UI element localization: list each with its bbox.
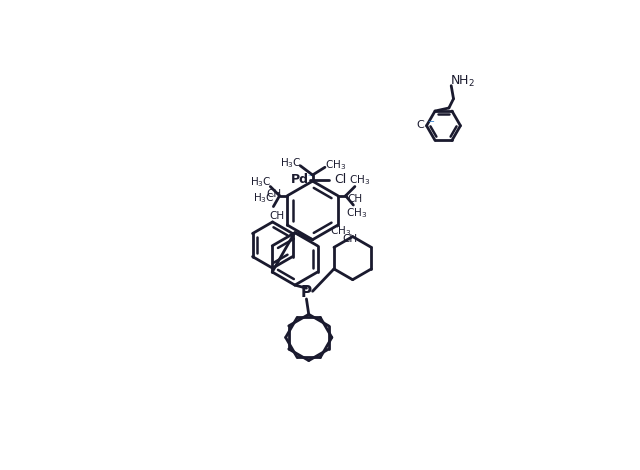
Text: CH$_3$: CH$_3$ bbox=[330, 224, 352, 238]
Text: H$_3$C: H$_3$C bbox=[280, 156, 302, 170]
Text: Pd: Pd bbox=[291, 173, 308, 186]
Text: CH: CH bbox=[343, 234, 358, 244]
Text: CH$_3$: CH$_3$ bbox=[325, 158, 346, 172]
Text: H$_3$C: H$_3$C bbox=[250, 175, 272, 189]
Text: −: − bbox=[428, 118, 435, 126]
Text: C: C bbox=[417, 120, 424, 130]
Text: NH$_2$: NH$_2$ bbox=[450, 74, 475, 89]
Text: ··: ·· bbox=[307, 173, 312, 179]
Text: CH: CH bbox=[266, 189, 281, 199]
Text: CH: CH bbox=[347, 194, 362, 204]
Text: CH$_3$: CH$_3$ bbox=[346, 206, 367, 219]
Text: P: P bbox=[301, 285, 312, 300]
Text: CH$_3$: CH$_3$ bbox=[349, 173, 370, 187]
Text: H$_3$C: H$_3$C bbox=[253, 191, 275, 205]
Text: Cl: Cl bbox=[334, 173, 346, 186]
Text: CH: CH bbox=[269, 211, 285, 221]
